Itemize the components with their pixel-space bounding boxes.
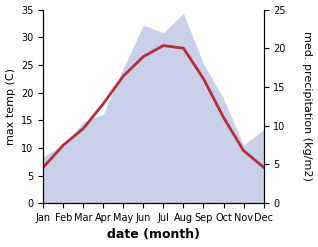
Y-axis label: med. precipitation (kg/m2): med. precipitation (kg/m2) [302,31,313,181]
X-axis label: date (month): date (month) [107,228,200,242]
Y-axis label: max temp (C): max temp (C) [5,68,16,145]
